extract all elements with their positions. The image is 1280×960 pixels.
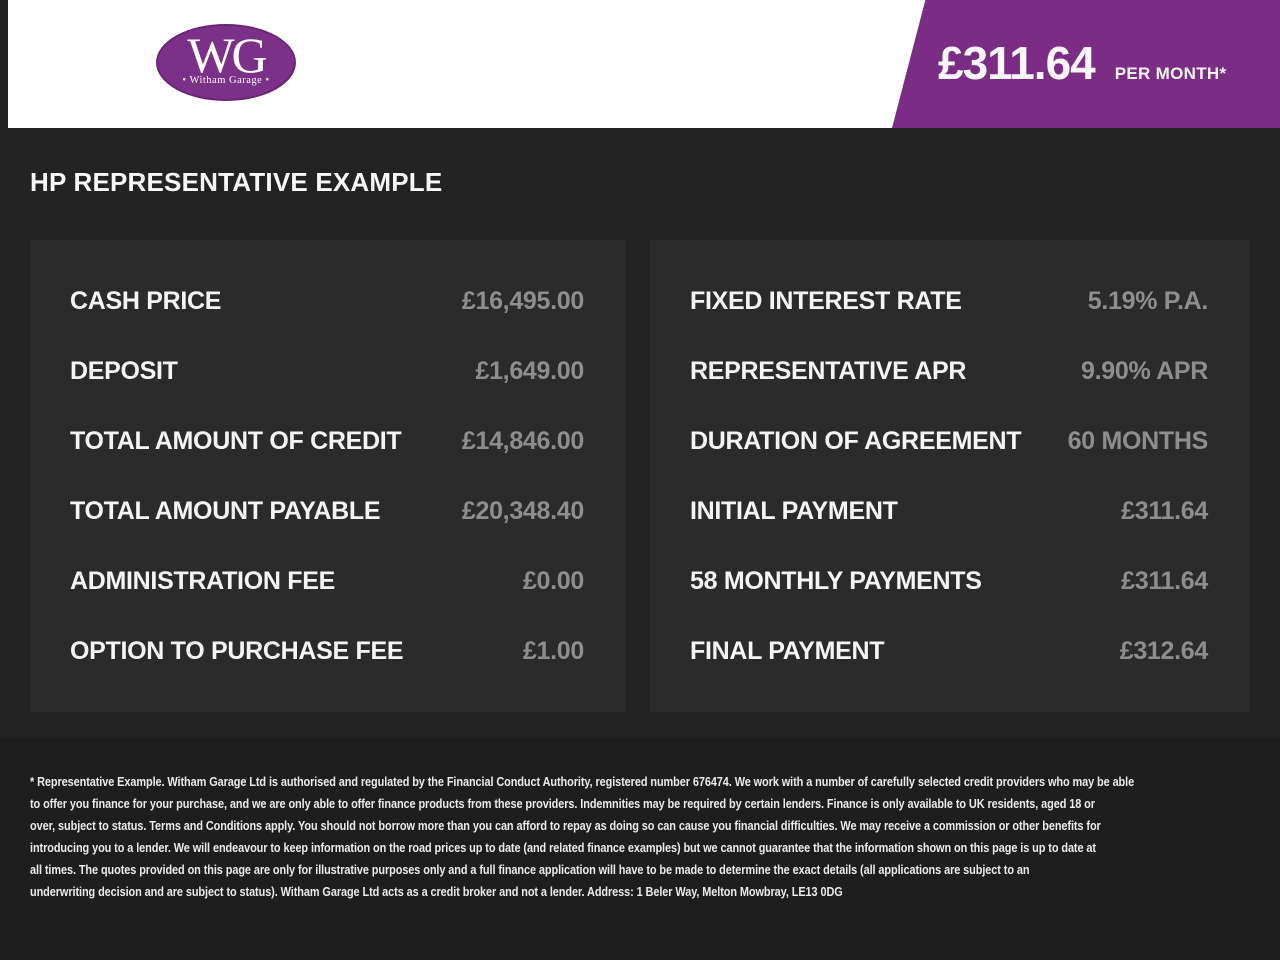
finance-row: FIXED INTEREST RATE 5.19% P.A. <box>690 266 1208 336</box>
finance-row: INITIAL PAYMENT £311.64 <box>690 476 1208 546</box>
logo-name: • Witham Garage • <box>182 75 270 86</box>
finance-value: £20,348.40 <box>461 496 584 525</box>
finance-value: £1.00 <box>522 636 584 665</box>
finance-label: 58 MONTHLY PAYMENTS <box>690 566 982 595</box>
finance-value: £1,649.00 <box>475 356 584 385</box>
per-month-label: PER MONTH* <box>1114 64 1227 83</box>
monthly-price: £311.64 <box>938 37 1096 89</box>
disclaimer-footer: * Representative Example. Witham Garage … <box>0 738 1280 960</box>
monthly-price-banner: £311.64 PER MONTH* <box>892 0 1280 128</box>
finance-value: £312.64 <box>1119 636 1209 665</box>
finance-label: ADMINISTRATION FEE <box>70 566 335 595</box>
finance-label: FIXED INTEREST RATE <box>690 286 962 315</box>
finance-row: CASH PRICE £16,495.00 <box>70 266 584 336</box>
finance-value: £16,495.00 <box>461 286 584 315</box>
finance-row: 58 MONTHLY PAYMENTS £311.64 <box>690 546 1208 616</box>
logo-initials: WG <box>187 27 267 83</box>
finance-label: FINAL PAYMENT <box>690 636 885 665</box>
finance-label: OPTION TO PURCHASE FEE <box>70 636 404 665</box>
finance-label: DURATION OF AGREEMENT <box>690 426 1022 455</box>
finance-label: INITIAL PAYMENT <box>690 496 898 525</box>
disclaimer-line: all times. The quotes provided on this p… <box>30 862 1030 877</box>
disclaimer-line: * Representative Example. Witham Garage … <box>30 774 1135 789</box>
finance-row: TOTAL AMOUNT PAYABLE £20,348.40 <box>70 476 584 546</box>
finance-row: FINAL PAYMENT £312.64 <box>690 616 1208 686</box>
finance-value: 60 MONTHS <box>1067 426 1209 455</box>
finance-label: REPRESENTATIVE APR <box>690 356 967 385</box>
finance-panel-left: CASH PRICE £16,495.00 DEPOSIT £1,649.00 … <box>30 240 626 712</box>
finance-value: 5.19% P.A. <box>1087 286 1209 315</box>
finance-value: £311.64 <box>1121 566 1208 595</box>
disclaimer-line: to offer you finance for your purchase, … <box>30 796 1095 811</box>
finance-row: DEPOSIT £1,649.00 <box>70 336 584 406</box>
page-title: HP REPRESENTATIVE EXAMPLE <box>30 167 443 197</box>
finance-row: TOTAL AMOUNT OF CREDIT £14,846.00 <box>70 406 584 476</box>
disclaimer-text: * Representative Example. Witham Garage … <box>30 771 1135 903</box>
finance-row: REPRESENTATIVE APR 9.90% APR <box>690 336 1208 406</box>
finance-value: £0.00 <box>522 566 584 595</box>
disclaimer-line: over, subject to status. Terms and Condi… <box>30 818 1101 833</box>
finance-row: DURATION OF AGREEMENT 60 MONTHS <box>690 406 1208 476</box>
finance-label: DEPOSIT <box>70 356 178 385</box>
finance-value: £14,846.00 <box>461 426 584 455</box>
finance-label: CASH PRICE <box>70 286 222 315</box>
disclaimer-line: introducing you to a lender. We will end… <box>30 840 1096 855</box>
witham-garage-logo: WG • Witham Garage • <box>156 24 296 101</box>
finance-panel-right: FIXED INTEREST RATE 5.19% P.A. REPRESENT… <box>650 240 1250 712</box>
finance-row: ADMINISTRATION FEE £0.00 <box>70 546 584 616</box>
disclaimer-line: underwriting decision and are subject to… <box>30 884 843 899</box>
finance-value: £311.64 <box>1121 496 1208 525</box>
finance-label: TOTAL AMOUNT OF CREDIT <box>70 426 402 455</box>
finance-label: TOTAL AMOUNT PAYABLE <box>70 496 381 525</box>
finance-row: OPTION TO PURCHASE FEE £1.00 <box>70 616 584 686</box>
finance-value: 9.90% APR <box>1081 356 1208 385</box>
